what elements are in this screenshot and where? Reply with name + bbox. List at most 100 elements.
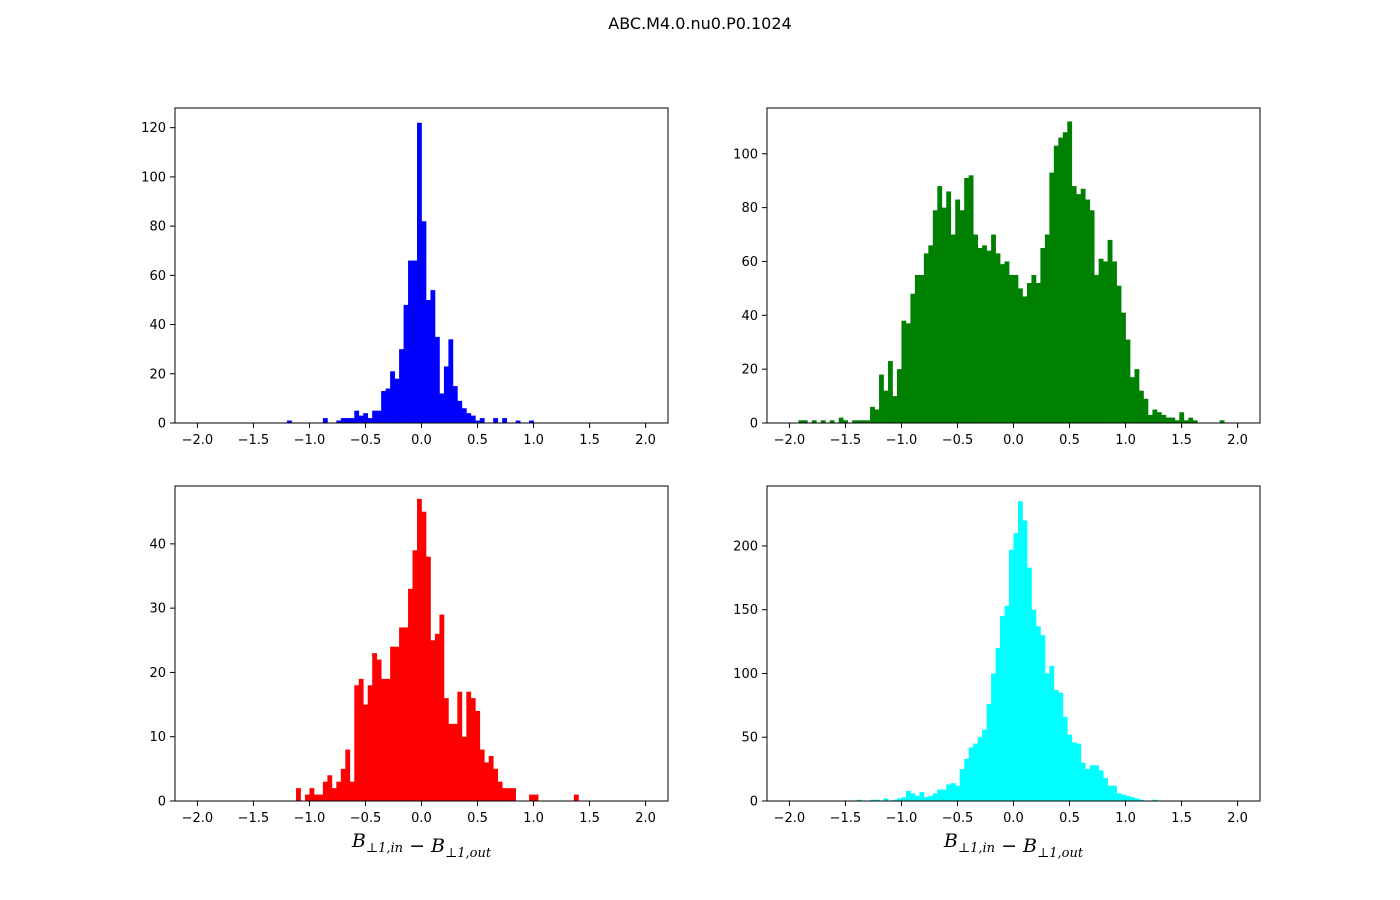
histogram-bar xyxy=(479,418,485,423)
x-tick-label: −2.0 xyxy=(774,433,806,448)
histogram-bar xyxy=(896,369,902,423)
histogram-bar xyxy=(914,795,920,801)
histogram-bar xyxy=(1098,258,1104,423)
histogram-bar xyxy=(443,698,449,801)
histogram-bar xyxy=(977,248,983,423)
histogram-bar xyxy=(425,556,431,801)
histogram-bar xyxy=(923,253,929,423)
chart-title: ABC.M4.0.nu0.P0.1024 xyxy=(608,14,792,33)
histogram-bar xyxy=(466,413,472,423)
histogram-bar xyxy=(1058,137,1064,423)
y-tick-label: 80 xyxy=(149,220,166,235)
histogram-bar xyxy=(1044,673,1050,801)
y-tick-label: 200 xyxy=(733,539,758,554)
x-tick-label: 1.0 xyxy=(1115,811,1136,826)
y-tick-label: 50 xyxy=(741,731,758,746)
x-tick-label: 2.0 xyxy=(1227,433,1248,448)
histogram-bar xyxy=(425,299,431,423)
subplot-bottom-right: −2.0 −1.5 −1.0 −0.5 0.0 0.5 1.0 1.5 2.0 0 50 100 150… xyxy=(733,485,1261,861)
histogram-bar xyxy=(1094,765,1100,801)
histogram-bar xyxy=(484,762,490,801)
y-tick-label: 0 xyxy=(158,795,166,810)
histogram-bar xyxy=(1076,194,1082,423)
histogram-bar xyxy=(349,418,355,423)
histogram-bar xyxy=(1062,132,1068,423)
histogram-bar xyxy=(1062,716,1068,801)
histogram-bar xyxy=(376,410,382,423)
histogram-bar xyxy=(479,749,485,801)
histogram-bar xyxy=(497,781,503,801)
histogram-bar xyxy=(977,737,983,801)
histogram-bar xyxy=(367,685,373,801)
x-tick-label: 0.0 xyxy=(411,433,432,448)
y-tick-label: 0 xyxy=(750,417,758,432)
histogram-bar xyxy=(1044,234,1050,423)
histogram-bar xyxy=(852,420,857,423)
x-tick-label: −0.5 xyxy=(942,433,974,448)
histogram-bar xyxy=(470,415,476,423)
histogram-bar xyxy=(1022,520,1028,801)
histogram-bar xyxy=(403,627,409,801)
histogram-bar xyxy=(381,391,386,423)
histogram-bar xyxy=(1004,605,1010,801)
histogram-bar xyxy=(461,408,467,423)
x-tick-label: −2.0 xyxy=(182,433,214,448)
histogram-bar xyxy=(892,799,898,801)
histogram-bar xyxy=(408,260,413,423)
histogram-bar xyxy=(923,797,929,801)
histogram-bar xyxy=(358,415,364,423)
histogram-bar xyxy=(1017,288,1023,423)
histogram-bar xyxy=(417,498,422,801)
histogram-bar xyxy=(1188,417,1194,423)
x-tick-label: 1.5 xyxy=(579,811,600,826)
histogram-bar xyxy=(1098,770,1104,801)
histogram-bar xyxy=(1017,501,1023,801)
histogram-bar xyxy=(1107,785,1113,801)
histogram-bar xyxy=(928,795,934,801)
histogram-bar xyxy=(937,789,943,801)
histogram-bar xyxy=(327,775,333,801)
histogram-bar xyxy=(1183,420,1189,423)
subplot-top-left: −2.0 −1.5 −1.0 −0.5 0.0 0.5 1.0 1.5 2.0 0 20 40 60 80… xyxy=(141,107,669,448)
histogram-bar xyxy=(1112,785,1117,801)
histogram-bar xyxy=(430,290,436,423)
x-tick-label: 0.5 xyxy=(467,811,488,826)
histogram-bar xyxy=(892,396,898,423)
x-tick-label: −1.0 xyxy=(294,811,326,826)
histogram-bar xyxy=(1152,409,1158,423)
y-tick-label: 40 xyxy=(741,309,758,324)
histogram-bar xyxy=(287,420,292,423)
histogram-bar xyxy=(843,420,849,423)
histogram-bar xyxy=(322,781,328,801)
histogram-bar xyxy=(1174,420,1180,423)
histogram-bar xyxy=(381,678,386,801)
histogram-bar xyxy=(363,413,369,423)
histogram-bar xyxy=(412,550,418,801)
histogram-bar xyxy=(1067,121,1073,423)
y-tick-label: 30 xyxy=(149,602,166,617)
histogram-bar xyxy=(856,420,862,423)
histogram-bar xyxy=(448,339,454,423)
x-tick-label: −1.0 xyxy=(294,433,326,448)
x-tick-label: −0.5 xyxy=(942,811,974,826)
y-tick-label: 100 xyxy=(733,147,758,162)
histogram-bar xyxy=(798,420,804,423)
histogram-bar xyxy=(901,320,907,423)
histogram-bar xyxy=(955,785,961,801)
x-tick-label: 2.0 xyxy=(635,433,656,448)
histogram-bar xyxy=(879,374,884,423)
histogram-bar xyxy=(340,418,346,423)
histogram-bar xyxy=(493,418,499,423)
x-tick-label: 2.0 xyxy=(1227,811,1248,826)
histogram-bar xyxy=(811,420,817,423)
histogram-bar xyxy=(318,794,324,801)
x-tick-label: 1.0 xyxy=(523,811,544,826)
histogram-bar xyxy=(1134,798,1140,801)
histogram-bar xyxy=(973,234,978,423)
histogram-bar xyxy=(394,378,400,423)
histogram-bar xyxy=(1089,765,1095,801)
histogram-bar xyxy=(529,794,534,801)
histogram-bar xyxy=(502,788,508,801)
x-tick-label: 2.0 xyxy=(635,811,656,826)
histogram-bar xyxy=(919,792,925,801)
